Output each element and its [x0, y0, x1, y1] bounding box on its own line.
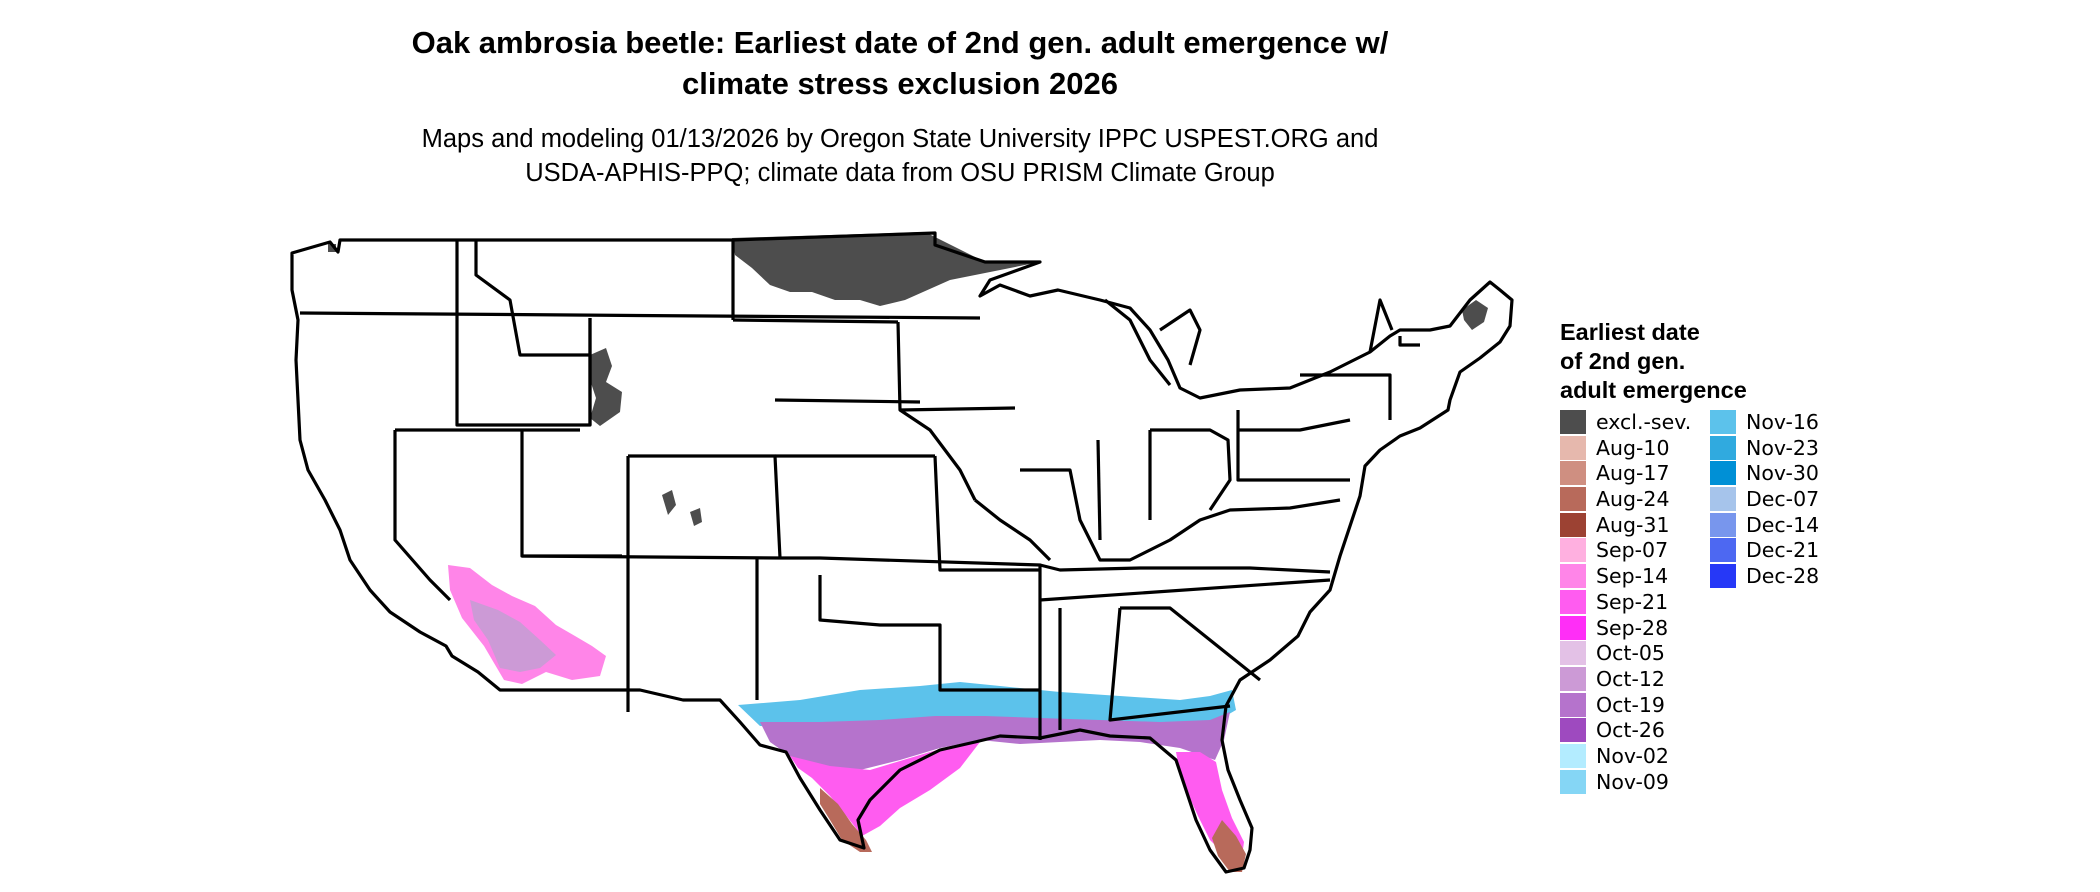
legend-label: Dec-21 — [1746, 538, 1820, 563]
legend-title: Earliest date of 2nd gen. adult emergenc… — [1560, 318, 1747, 405]
legend-label: Nov-02 — [1596, 743, 1669, 768]
legend-label: Aug-31 — [1596, 512, 1670, 537]
legend-swatch — [1560, 666, 1586, 691]
map-title-line-1: Oak ambrosia beetle: Earliest date of 2n… — [411, 25, 1389, 60]
state-boundaries — [290, 231, 1514, 874]
legend-swatch — [1560, 564, 1586, 589]
legend-label: Aug-24 — [1596, 487, 1670, 512]
legend-swatch — [1560, 692, 1586, 717]
exclusion-zone-colorado — [662, 490, 702, 526]
map-subtitle-line-2: USDA-APHIS-PPQ; climate data from OSU PR… — [525, 159, 1275, 187]
exclusion-zones — [328, 232, 1488, 672]
legend-swatch — [1710, 487, 1736, 512]
legend-swatch — [1560, 743, 1586, 768]
legend-swatch — [1560, 410, 1586, 434]
map-subtitle: Maps and modeling 01/13/2026 by Oregon S… — [230, 122, 1570, 190]
legend-swatch — [1560, 487, 1586, 512]
emergence-zone-arizona-california — [448, 565, 606, 684]
exclusion-zone-wyoming — [590, 348, 622, 426]
legend-swatch — [1710, 461, 1736, 486]
legend-label: Sep-14 — [1596, 564, 1669, 589]
us-outline — [290, 231, 1514, 874]
legend-swatch — [1560, 435, 1586, 460]
legend-title-line-3: adult emergence — [1560, 377, 1747, 403]
legend-label: excl.-sev. — [1596, 410, 1692, 434]
legend-swatch — [1560, 641, 1586, 666]
legend-label: Nov-30 — [1746, 461, 1819, 486]
legend-label: Nov-16 — [1746, 410, 1819, 434]
legend-swatch — [1560, 589, 1586, 614]
legend-label: Oct-12 — [1596, 666, 1665, 691]
map-title-line-2: climate stress exclusion 2026 — [682, 66, 1118, 101]
legend-label: Oct-05 — [1596, 641, 1665, 666]
legend-title-line-2: of 2nd gen. — [1560, 348, 1686, 374]
legend-swatch — [1560, 615, 1586, 640]
legend-label: Nov-23 — [1746, 435, 1819, 460]
legend-swatch — [1560, 512, 1586, 537]
legend-title-line-1: Earliest date — [1560, 319, 1700, 345]
exclusion-zone-maine — [1462, 300, 1488, 330]
legend-label: Dec-28 — [1746, 564, 1820, 589]
emergence-zone-texas-sep — [790, 742, 980, 836]
exclusion-zone-minnesota — [732, 232, 1040, 306]
legend-label: Dec-07 — [1746, 487, 1820, 512]
legend-label: Sep-28 — [1596, 615, 1669, 640]
legend-label: Dec-14 — [1746, 512, 1820, 537]
legend-swatch — [1710, 410, 1736, 434]
legend-label: Nov-09 — [1596, 769, 1669, 794]
legend-swatch — [1560, 538, 1586, 563]
legend-swatch — [1710, 512, 1736, 537]
legend-swatch — [1560, 769, 1586, 794]
emergence-zone-arizona-inner — [470, 600, 556, 672]
legend-swatch — [1710, 564, 1736, 589]
legend-swatch — [1560, 718, 1586, 743]
legend-label: Sep-21 — [1596, 589, 1669, 614]
map-subtitle-line-1: Maps and modeling 01/13/2026 by Oregon S… — [421, 125, 1379, 153]
emergence-zone-gulf-oct — [760, 712, 1230, 770]
legend-label: Oct-26 — [1596, 718, 1665, 743]
legend-label: Aug-17 — [1596, 461, 1670, 486]
map-title: Oak ambrosia beetle: Earliest date of 2n… — [230, 22, 1570, 104]
legend-label: Oct-19 — [1596, 692, 1665, 717]
legend-swatch — [1710, 435, 1736, 460]
legend-swatch — [1560, 461, 1586, 486]
legend-swatch — [1710, 538, 1736, 563]
legend-label: Sep-07 — [1596, 538, 1669, 563]
legend-label: Aug-10 — [1596, 435, 1670, 460]
emergence-zone-florida-aug — [1212, 820, 1246, 872]
emergence-zone-texas-aug — [820, 788, 872, 852]
